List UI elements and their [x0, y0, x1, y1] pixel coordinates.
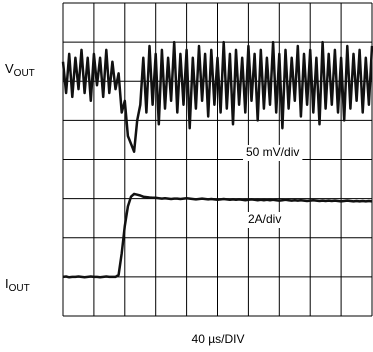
channel-label-sub: OUT: [9, 283, 30, 294]
scale-label-background: [243, 145, 303, 161]
scale-label: 50 mV/div: [246, 145, 299, 159]
scale-label-background: [245, 212, 285, 228]
channel-label: VOUT: [5, 61, 35, 78]
channel-label: IOUT: [5, 276, 30, 293]
trace: [62, 192, 373, 279]
scale-label: 2A/div: [248, 212, 281, 226]
channel-label-sub: OUT: [14, 68, 35, 79]
trace: [61, 40, 373, 153]
channel-label-main: V: [5, 61, 14, 76]
x-axis-label: 40 µs/DIV: [192, 332, 245, 346]
channel-label-main: I: [5, 276, 9, 291]
